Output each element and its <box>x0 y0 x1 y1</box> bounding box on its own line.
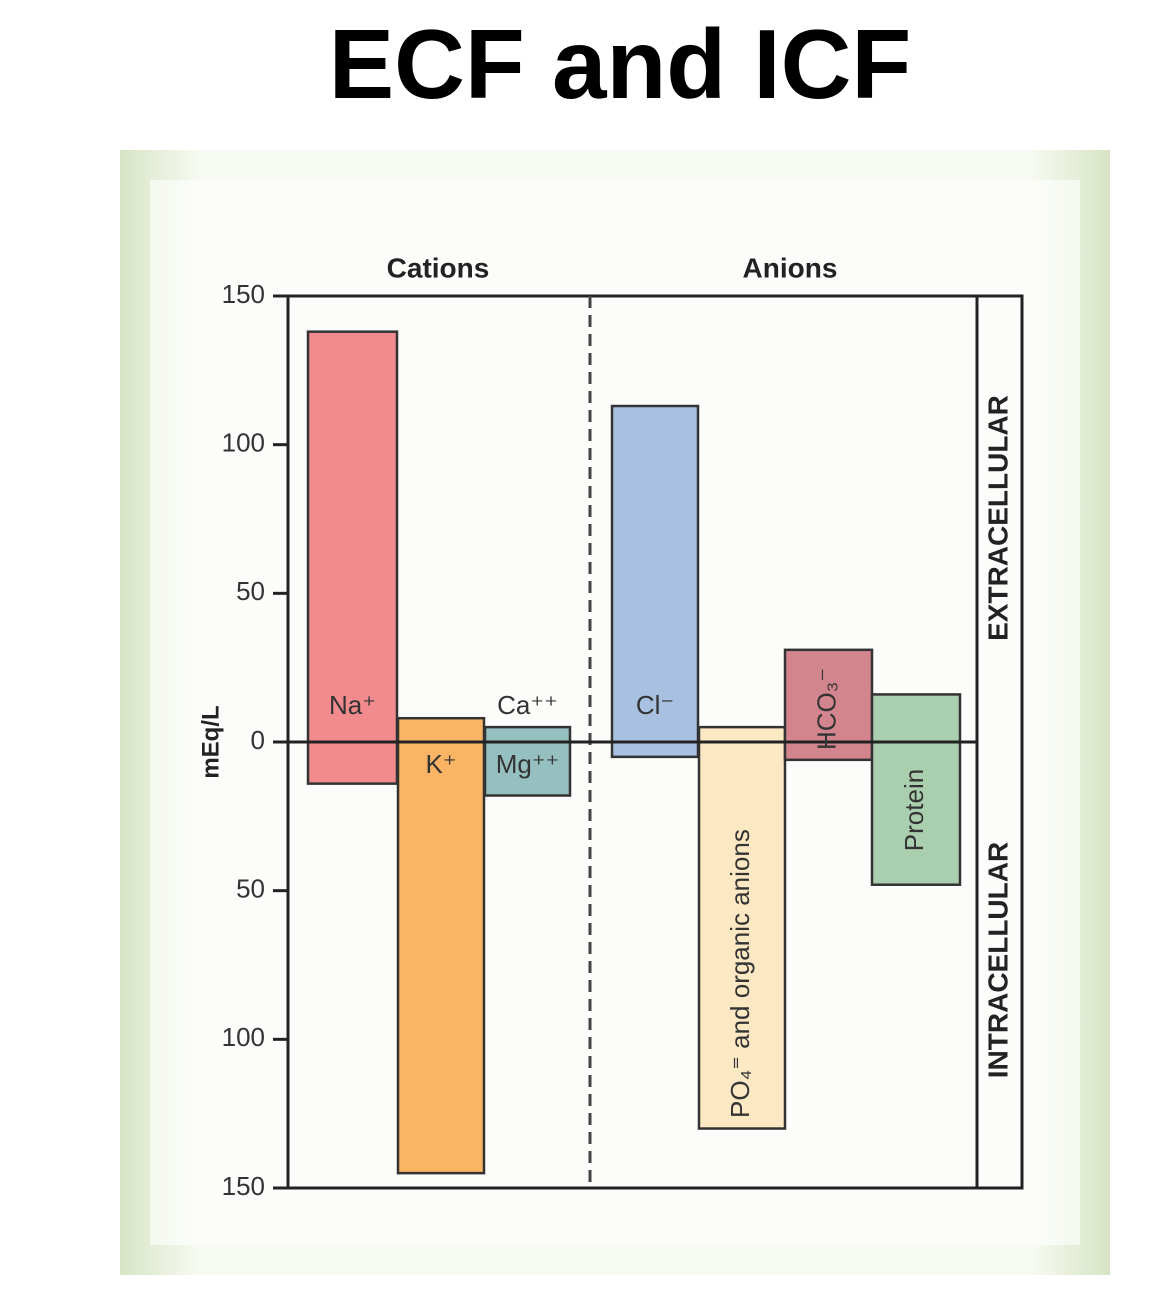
y-tick-label: 50 <box>236 576 265 606</box>
bar <box>610 404 700 759</box>
y-tick-label: 0 <box>251 725 265 755</box>
y-tick-label: 150 <box>222 279 265 309</box>
bar <box>697 725 787 1130</box>
y-tick-label: 100 <box>222 428 265 458</box>
bar <box>306 330 399 785</box>
chart-title: ECF and ICF <box>329 9 912 119</box>
y-tick-label: 50 <box>236 874 265 904</box>
series-label: EXTRACELLULAR <box>982 395 1013 641</box>
category-label: Na⁺ <box>329 690 376 720</box>
category-label: Protein <box>899 769 929 851</box>
bar <box>483 725 572 797</box>
y-axis-label: mEq/L <box>197 705 224 778</box>
y-tick-label: 100 <box>222 1022 265 1052</box>
category-label: Mg⁺⁺ <box>496 749 560 779</box>
group-label: Cations <box>387 252 490 283</box>
category-label: Ca⁺⁺ <box>497 690 558 720</box>
y-tick-label: 150 <box>222 1171 265 1201</box>
category-label: PO₄⁼ and organic anions <box>725 829 755 1118</box>
category-label: Cl⁻ <box>636 690 674 720</box>
bar <box>396 716 486 1175</box>
group-label: Anions <box>743 252 838 283</box>
category-label: HCO₃⁻ <box>811 668 841 750</box>
bar <box>870 693 962 886</box>
series-label: INTRACELLULAR <box>982 842 1013 1078</box>
category-label: K⁺ <box>425 749 456 779</box>
